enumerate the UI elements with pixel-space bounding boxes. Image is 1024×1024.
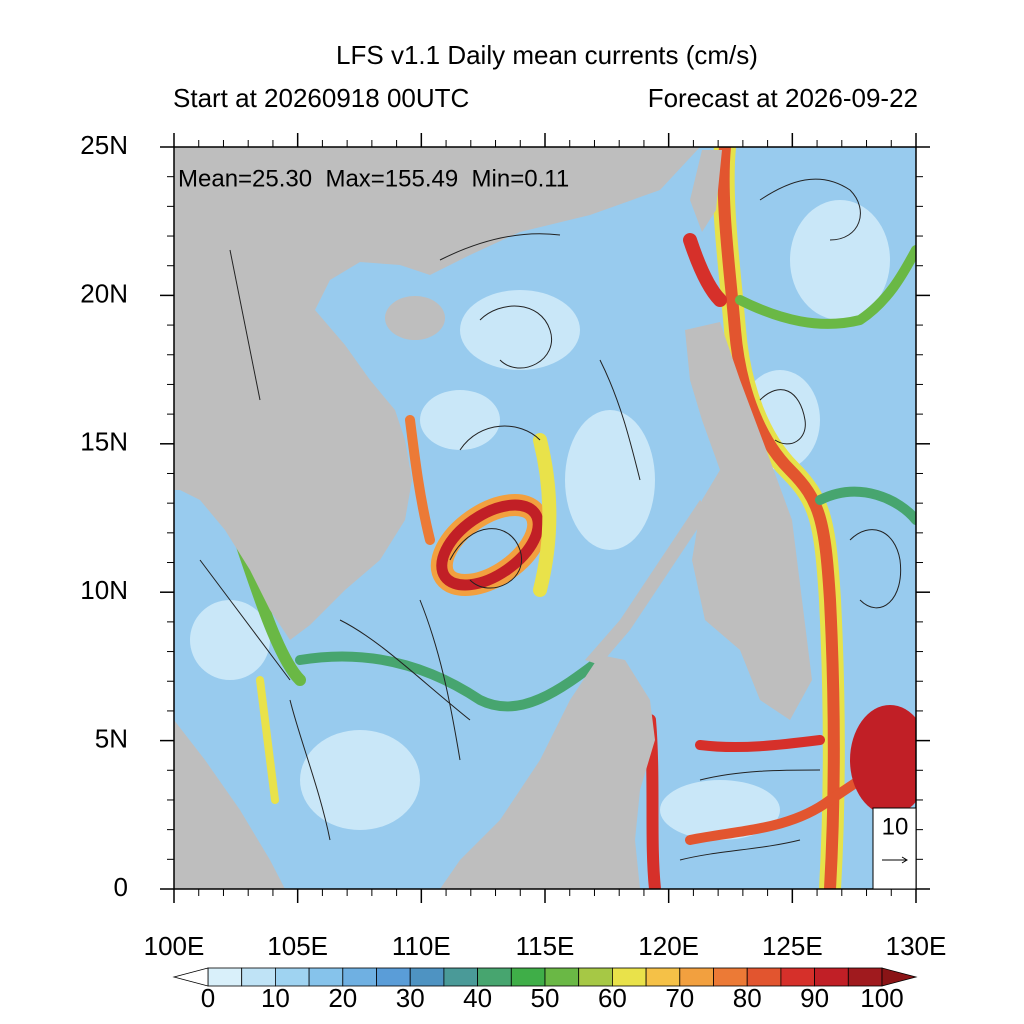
title: LFS v1.1 Daily mean currents (cm/s) <box>336 40 758 70</box>
y-tick-label: 5N <box>95 723 128 753</box>
colorbar-tick-label: 60 <box>598 983 627 1013</box>
reference-vector-arrow <box>882 856 908 864</box>
x-tick-label: 105E <box>267 931 328 961</box>
colorbar-under <box>172 967 209 987</box>
x-tick-label: 125E <box>762 931 823 961</box>
reference-vector-box <box>872 807 917 890</box>
colorbar-over <box>881 967 918 987</box>
x-tick-label: 115E <box>516 931 575 961</box>
streamlines <box>199 178 902 861</box>
current-bands <box>234 147 916 889</box>
colorbar-tick-label: 80 <box>733 983 762 1013</box>
y-tick-label: 0 <box>114 872 128 902</box>
colorbar-tick-label: 50 <box>531 983 560 1013</box>
y-tick-label: 25N <box>80 130 128 160</box>
x-tick-label: 110E <box>392 931 451 961</box>
subtitle-right: Forecast at 2026-09-22 <box>648 83 918 113</box>
stats-annotation: Mean=25.30 Max=155.49 Min=0.11 <box>178 165 569 192</box>
colorbar-tick-label: 0 <box>201 983 215 1013</box>
y-tick-label: 20N <box>80 278 128 308</box>
colorbar-tick-label: 40 <box>463 983 492 1013</box>
colorbar-tick-label: 10 <box>261 983 290 1013</box>
land <box>174 147 812 889</box>
x-tick-label: 100E <box>144 931 205 961</box>
subtitle-left: Start at 20260918 00UTC <box>173 83 469 113</box>
y-tick-label: 10N <box>80 575 128 605</box>
colorbar-tick-label: 20 <box>328 983 357 1013</box>
y-tick-label: 15N <box>80 427 128 457</box>
colorbar-tick-label: 70 <box>665 983 694 1013</box>
reference-vector-label: 10 <box>882 813 909 840</box>
colorbar-tick-label: 90 <box>800 983 829 1013</box>
map-field <box>174 147 916 889</box>
x-tick-label: 130E <box>886 931 947 961</box>
colorbar-tick-label: 30 <box>396 983 425 1013</box>
x-tick-label: 120E <box>638 931 699 961</box>
colorbar-tick-label: 100 <box>860 983 903 1013</box>
